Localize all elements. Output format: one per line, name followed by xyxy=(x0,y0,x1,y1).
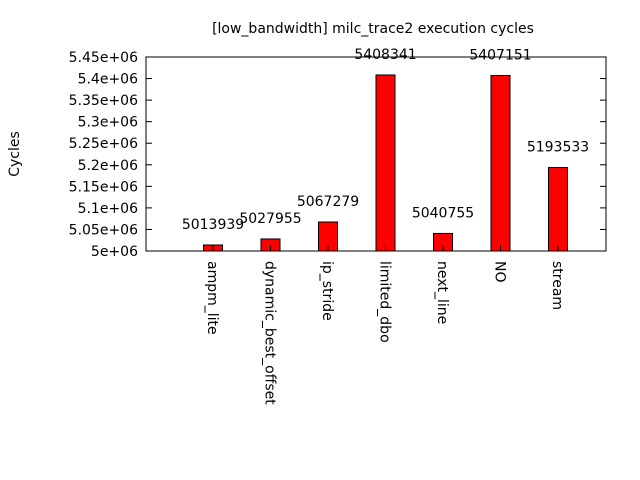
y-axis-label: Cycles xyxy=(7,131,23,177)
x-tick-label: dynamic_best_offset xyxy=(262,261,278,405)
x-tick-label: limited_dbo xyxy=(377,261,393,343)
chart-title: [low_bandwidth] milc_trace2 execution cy… xyxy=(212,21,534,37)
x-tick-label: ampm_lite xyxy=(204,261,220,335)
y-tick-label: 5.1e+06 xyxy=(78,201,139,217)
plot-area: 5e+06 5.05e+06 5.1e+06 5.15e+06 5.2e+06 5.25e… xyxy=(69,47,607,405)
bar xyxy=(375,74,396,252)
data-label: 5013939 xyxy=(182,217,244,233)
data-label: 5027955 xyxy=(239,211,301,227)
data-label: 5408341 xyxy=(354,47,416,63)
y-tick-label: 5.2e+06 xyxy=(78,158,139,174)
bar xyxy=(490,74,511,252)
data-label: 5407151 xyxy=(469,47,531,63)
y-tick-label: 5.15e+06 xyxy=(69,179,138,195)
y-tick-label: 5.35e+06 xyxy=(69,93,138,109)
x-tick-label: NO xyxy=(492,261,508,283)
y-tick-label: 5.3e+06 xyxy=(78,115,139,131)
y-tick-label: 5.45e+06 xyxy=(69,50,138,66)
data-label: 5040755 xyxy=(412,205,474,221)
x-tick-label: ip_stride xyxy=(319,261,335,321)
data-label: 5067279 xyxy=(297,194,359,210)
y-tick-label: 5.4e+06 xyxy=(78,72,139,88)
x-tick-label: next_line xyxy=(434,261,450,324)
y-tick-label: 5.25e+06 xyxy=(69,136,138,152)
x-tick-label: stream xyxy=(549,261,565,310)
y-tick-label: 5.05e+06 xyxy=(69,222,138,238)
data-label: 5193533 xyxy=(527,140,589,156)
bar xyxy=(548,167,568,252)
y-tick-label: 5e+06 xyxy=(91,244,138,260)
